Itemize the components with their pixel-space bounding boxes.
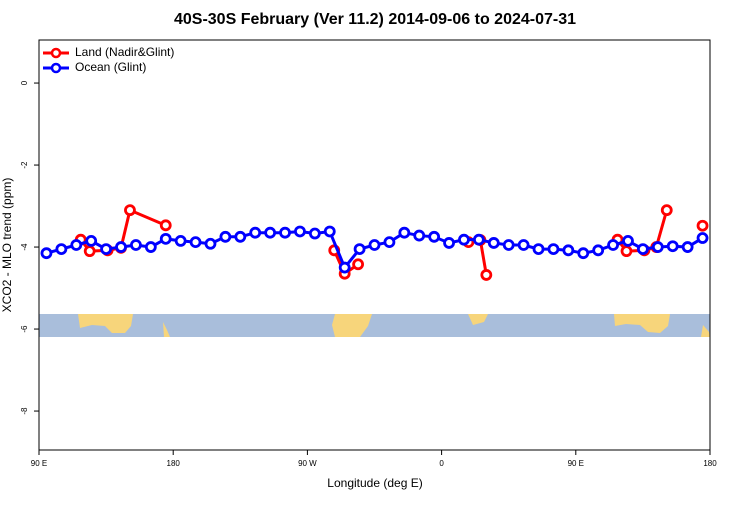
data-point — [308, 227, 321, 240]
data-point — [562, 244, 575, 257]
x-tick-label: 90 E — [31, 459, 47, 468]
data-point — [159, 232, 172, 245]
data-point — [352, 258, 364, 271]
data-point — [502, 239, 515, 251]
data-point — [294, 225, 306, 238]
map-band — [39, 314, 710, 337]
data-point — [55, 243, 68, 256]
data-point — [681, 241, 694, 253]
data-point — [40, 247, 53, 260]
data-point — [368, 239, 381, 251]
legend-marker — [50, 62, 62, 74]
legend-label: Land (Nadir&Glint) — [75, 45, 174, 59]
plot-frame — [38, 39, 711, 451]
legend-label: Ocean (Glint) — [75, 60, 146, 74]
data-point — [323, 225, 336, 238]
y-tick-label: 0 — [20, 80, 29, 85]
data-point — [620, 245, 633, 258]
land-shape — [701, 325, 710, 337]
data-point — [651, 241, 664, 253]
land-shape — [468, 314, 488, 325]
data-point — [607, 239, 619, 251]
data-point — [124, 204, 136, 217]
x-tick-label: 90 W — [298, 459, 317, 468]
y-tick-label: -2 — [20, 161, 29, 169]
data-point — [189, 236, 202, 249]
data-point — [666, 240, 679, 253]
data-point — [219, 230, 232, 243]
data-point — [279, 226, 291, 239]
data-point — [338, 261, 351, 274]
data-point — [144, 241, 157, 253]
data-point — [174, 234, 187, 247]
chart-title: 40S-30S February (Ver 11.2) 2014-09-06 t… — [174, 11, 576, 28]
data-point — [85, 234, 98, 247]
ocean-band — [39, 314, 710, 337]
data-point — [532, 243, 545, 256]
data-point — [70, 239, 83, 251]
data-point — [413, 229, 426, 242]
data-point — [264, 226, 277, 239]
data-point — [130, 239, 142, 251]
y-tick-label: -8 — [20, 407, 29, 415]
legend-marker — [50, 47, 62, 59]
y-tick-label: -4 — [20, 243, 29, 251]
data-point — [577, 247, 590, 260]
data-point — [383, 236, 396, 249]
data-point — [480, 269, 493, 281]
data-point — [637, 243, 649, 256]
data-point — [660, 204, 673, 217]
data-point — [249, 226, 262, 239]
x-tick-label: 180 — [167, 459, 181, 468]
data-point — [83, 245, 96, 258]
data-point — [115, 241, 127, 253]
data-point — [443, 237, 455, 249]
data-point — [100, 243, 112, 256]
y-tick-label: -6 — [20, 325, 29, 333]
data-point — [234, 230, 247, 243]
land-shape — [614, 314, 670, 333]
x-tick-label: 180 — [703, 459, 717, 468]
data-point — [159, 219, 172, 232]
x-tick-label: 0 — [439, 459, 444, 468]
data-point — [517, 239, 530, 251]
land-shape — [332, 314, 372, 337]
data-point — [696, 219, 709, 232]
data-point — [428, 230, 441, 243]
data-point — [398, 226, 411, 239]
data-point — [487, 237, 500, 249]
data-point — [592, 244, 605, 257]
data-point — [353, 243, 366, 256]
data-point — [472, 233, 485, 246]
data-point — [622, 234, 634, 247]
data-point — [458, 233, 470, 246]
land-shape — [78, 314, 133, 333]
x-tick-label: 90 E — [568, 459, 584, 468]
data-point — [547, 243, 560, 256]
land-shape — [163, 322, 170, 337]
x-axis-label: Longitude (deg E) — [327, 476, 422, 490]
data-point — [696, 232, 709, 244]
data-point — [204, 237, 217, 250]
y-axis-label: XCO2 - MLO trend (ppm) — [0, 178, 14, 313]
